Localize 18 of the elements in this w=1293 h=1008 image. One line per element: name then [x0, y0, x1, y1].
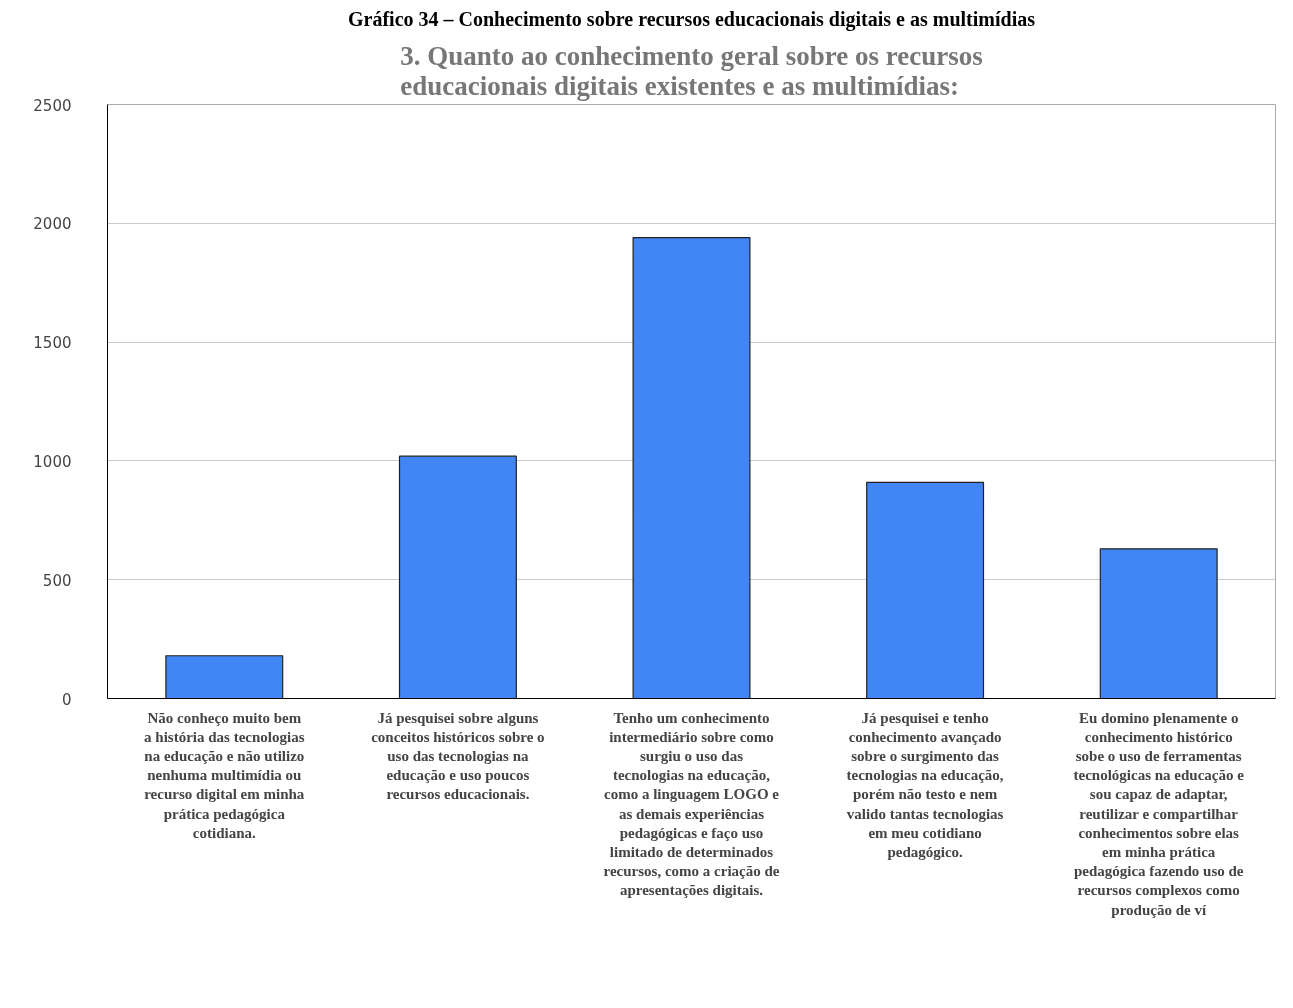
chart-title: 3. Quanto ao conhecimento geral sobre os recursos educacionais digitais existentes e as multimídias: — [400, 40, 983, 101]
x-tick-label: Já pesquisei e tenho conhecimento avançado sobre o surgimento das tecnologias na educação, porém não testo e nem valido tantas tecnologias em meu cotidiano pedagógico. — [846, 709, 1004, 860]
y-tick-label: 2000 — [33, 215, 72, 234]
category-label: Eu domino plenamente o conhecimento histórico sobe o uso de ferramentas tecnológicas na educação e sou capaz de adaptar, reutilizar e compartilhar conhecimentos sobre elas em minha prática pedagógica fazendo uso de recursos complexos como produção de ví — [1073, 709, 1244, 918]
y-tick-label: 1500 — [33, 334, 72, 353]
x-tick-label: Não conheço muito bem a história das tecnologias na educação e não utilizo nenhuma multimídia ou recurso digital em minha prática pedagógica cotidiana. — [144, 709, 305, 841]
category-label: Tenho um conhecimento intermediário sobre como surgiu o uso das tecnologias na educação, como a linguagem LOGO e as demais experiências pedagógicas e faço uso limitado de determinados recursos, como a criação de apresentações digitais. — [603, 709, 780, 899]
text: Gráfico 34 – Conhecimento sobre recursos educacionais digitais e as multimídias — [347, 7, 1036, 31]
y-tick-label: 0 — [61, 690, 72, 709]
y-tick-label: 2500 — [33, 96, 72, 115]
y-tick-label: 1000 — [33, 452, 72, 471]
bar — [165, 655, 284, 699]
y-tick-label: 500 — [42, 571, 72, 590]
bar — [1099, 548, 1218, 699]
x-tick-label: Já pesquisei sobre alguns conceitos históricos sobre o uso das tecnologias na educação e uso poucos recursos educacionais. — [371, 709, 545, 803]
bar — [632, 236, 751, 699]
bar — [866, 481, 985, 699]
bar — [398, 455, 517, 699]
